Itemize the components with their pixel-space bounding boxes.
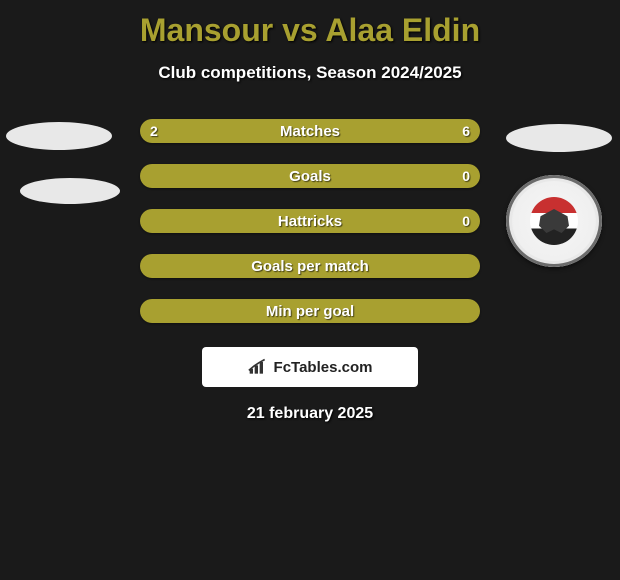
fctables-logo[interactable]: FcTables.com <box>202 347 418 387</box>
stat-label: Hattricks <box>278 213 342 230</box>
team-right-crest <box>506 175 602 267</box>
stat-bar-goals: Goals 0 <box>140 164 480 188</box>
subtitle: Club competitions, Season 2024/2025 <box>0 63 620 83</box>
team-left-badge-2 <box>20 178 120 204</box>
team-left-badge-1 <box>6 122 112 150</box>
stat-right-value: 0 <box>462 213 470 229</box>
stat-label: Goals per match <box>251 258 369 275</box>
chart-icon <box>248 358 268 376</box>
stat-right-value: 6 <box>462 123 470 139</box>
stat-left-value: 2 <box>150 123 158 139</box>
team-right-badge-1 <box>506 124 612 152</box>
stat-label: Min per goal <box>266 303 354 320</box>
stat-bar-hattricks: Hattricks 0 <box>140 209 480 233</box>
stat-label: Matches <box>280 123 340 140</box>
stat-bar-goals-per-match: Goals per match <box>140 254 480 278</box>
stat-right-value: 0 <box>462 168 470 184</box>
page-title: Mansour vs Alaa Eldin <box>0 0 620 49</box>
eagle-icon <box>539 209 569 233</box>
stat-label: Goals <box>289 168 331 185</box>
logo-text: FcTables.com <box>274 359 373 376</box>
crest-flag-icon <box>530 197 578 245</box>
stat-bar-matches: 2 Matches 6 <box>140 119 480 143</box>
stat-bar-min-per-goal: Min per goal <box>140 299 480 323</box>
date-label: 21 february 2025 <box>0 405 620 423</box>
